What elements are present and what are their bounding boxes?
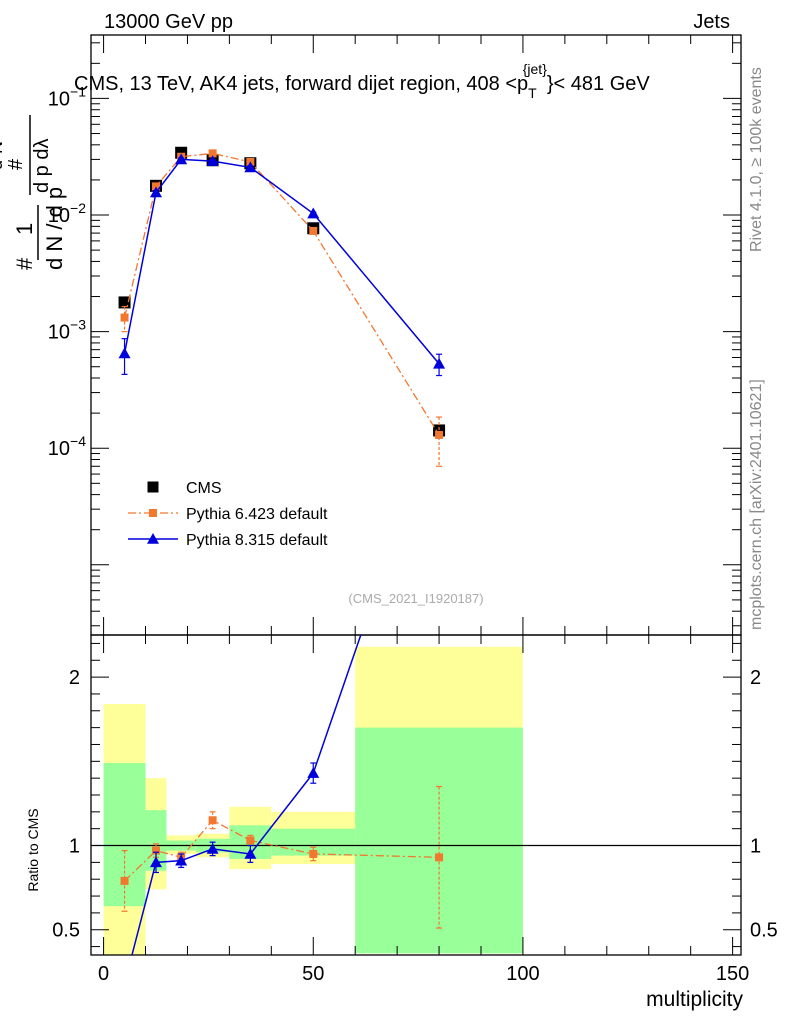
header-category-label: Jets: [693, 11, 730, 33]
legend-label: CMS: [186, 480, 222, 497]
pythia6-ratio-point: [208, 816, 217, 825]
legend-entry: CMS: [147, 480, 222, 497]
pythia6-data-point: [435, 430, 444, 439]
data-series: [118, 146, 634, 955]
x-tick-label: 50: [302, 963, 324, 985]
y-tick-label-ratio: 0.5: [52, 920, 80, 942]
plot-title-main: CMS, 13 TeV, AK4 jets, forward dijet reg…: [74, 73, 528, 95]
y-tick-label-ratio: 1: [69, 836, 80, 858]
band-green-bin: [355, 727, 523, 954]
pythia8-data-point: [175, 153, 188, 165]
y-title-denominator: d N / d p: [42, 187, 67, 270]
y-title-differential: d p dλ: [31, 139, 53, 193]
legend-marker-cms: [147, 481, 159, 493]
ratio-panel-series: [120, 635, 444, 955]
uncertainty-bands: [91, 646, 741, 955]
y-tick-label-main: 10−1: [48, 83, 86, 110]
header-process-label: 13000 GeV pp: [104, 11, 233, 33]
y-tick-label-main: 10−4: [48, 433, 86, 460]
cms-data-point: [622, 635, 634, 647]
pythia6-ratio-point: [152, 846, 160, 855]
legend-entry: Pythia 8.315 default: [128, 532, 328, 549]
legend-label: Pythia 8.315 default: [186, 532, 328, 549]
pythia8-data-point: [307, 207, 320, 219]
plot-title: CMS, 13 TeV, AK4 jets, forward dijet reg…: [74, 61, 650, 101]
pythia6-ratio-point: [120, 876, 129, 885]
rivet-version-label: Rivet 4.1.0, ≥ 100k events: [748, 67, 765, 252]
pythia8-ratio-point: [307, 767, 320, 778]
axis-ticks: 0 50 100 150 10−1 10−2 10−3 10−4 2 2 1 1 0.5 0.5: [48, 35, 778, 985]
pythia6-ratio-point: [246, 836, 255, 845]
y-tick-label-ratio-right: 2: [750, 667, 761, 689]
pythia8-ratio-point: [175, 854, 188, 866]
legend-marker-pythia8: [147, 533, 159, 544]
pythia8-data-point: [118, 347, 131, 359]
pythia8-ratio-point: [206, 842, 219, 854]
pythia8-data-point: [206, 155, 219, 166]
x-axis-title: multiplicity: [646, 988, 743, 1011]
pythia6-ratio-point: [309, 849, 318, 858]
plot-title-sup: {jet}: [523, 61, 547, 77]
pythia6-ratio-point: [435, 853, 444, 862]
y-tick-label-ratio-right: 1: [750, 836, 761, 858]
pythia8-line: [123, 158, 440, 365]
y-tick-label-main: 10−3: [48, 317, 86, 344]
pythia8-data-point: [150, 186, 162, 198]
y-title-one: 1: [12, 223, 37, 235]
legend: CMS Pythia 6.423 default Pythia 8.315 defa…: [128, 480, 328, 549]
pythia8-ratio-point: [244, 847, 257, 859]
pythia6-data-point: [152, 182, 160, 191]
legend-marker-pythia6: [149, 509, 157, 517]
x-tick-label: 100: [506, 963, 539, 985]
pythia8-data-point: [433, 357, 446, 369]
plot-title-end: }< 481 GeV: [547, 73, 651, 95]
plot-title-sub: T: [528, 85, 537, 101]
y-title-hash-1: #: [12, 257, 37, 270]
y-title-numerator: d²N: [0, 141, 6, 170]
legend-label: Pythia 6.423 default: [186, 506, 328, 523]
pythia6-data-point: [120, 313, 129, 322]
x-tick-label: 150: [716, 963, 749, 985]
y-axis-title-main: # 1 d N / d p # d²N d p dλ: [0, 115, 67, 270]
pythia6-data-point: [208, 149, 217, 158]
x-tick-label: 0: [98, 963, 109, 985]
legend-entry: Pythia 6.423 default: [128, 506, 328, 523]
y-tick-label-ratio: 2: [69, 667, 80, 689]
y-title-hash-2: #: [5, 158, 27, 170]
pythia6-line: [123, 152, 440, 436]
pythia8-ratio-point: [150, 856, 162, 868]
y-axis-title-ratio: Ratio to CMS: [25, 808, 41, 891]
pythia8-data-point: [244, 161, 257, 173]
pythia6-data-point: [309, 226, 318, 235]
y-tick-label-ratio-right: 0.5: [750, 920, 778, 942]
y-tick-label-main: 10−2: [48, 200, 86, 227]
main-panel-series: [118, 146, 634, 647]
source-label: mcplots.cern.ch [arXiv:2401.10621]: [748, 379, 765, 630]
analysis-watermark: (CMS_2021_I1920187): [348, 591, 483, 606]
